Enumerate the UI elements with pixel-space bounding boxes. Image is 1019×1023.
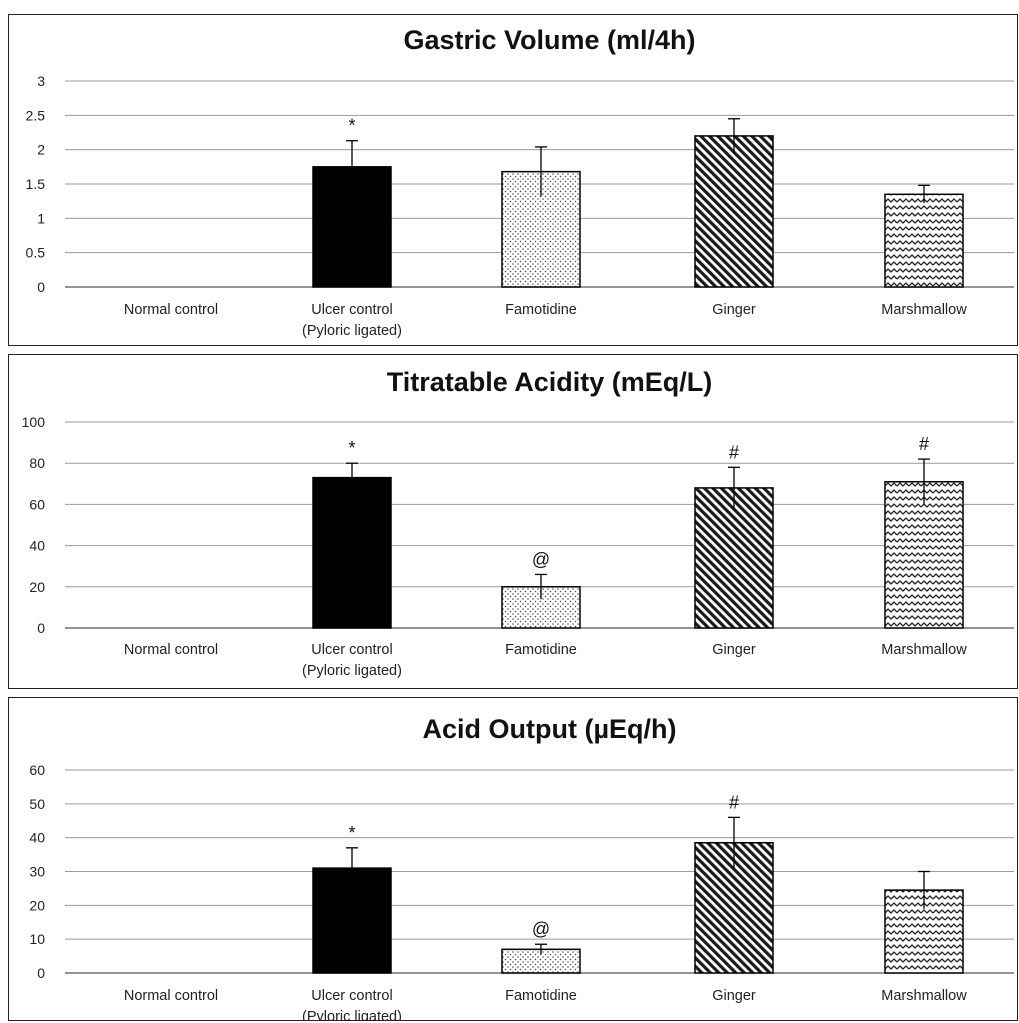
y-tick-label: 30 (29, 864, 45, 880)
error-bar (918, 184, 930, 204)
significance-label: * (348, 438, 355, 458)
significance-label: @ (532, 549, 550, 569)
significance-label: # (729, 792, 739, 812)
y-tick-label: 1 (37, 210, 45, 226)
category-label: Normal control (124, 988, 218, 1004)
y-tick-label: 1.5 (26, 176, 46, 192)
category-label: (Pyloric ligated) (302, 323, 402, 339)
category-label: Normal control (124, 642, 218, 658)
significance-label: @ (532, 919, 550, 939)
significance-label: # (919, 434, 929, 454)
category-label: Marshmallow (881, 302, 967, 318)
y-tick-label: 100 (22, 414, 46, 430)
error-bar (346, 140, 358, 193)
y-tick-label: 50 (29, 796, 45, 812)
gastric-volume-chart: Gastric Volume (ml/4h) 0 0.5 1 1.5 2 2.5 3 Norma… (8, 14, 1018, 346)
y-tick-label: 0 (37, 965, 45, 981)
y-tick-label: 0 (37, 620, 45, 636)
error-bar (346, 462, 358, 493)
chart-title: Acid Output (µEq/h) (422, 714, 676, 744)
bar (884, 193, 964, 288)
chart-title: Titratable Acidity (mEq/L) (387, 367, 713, 397)
bar (694, 487, 774, 629)
significance-label: # (729, 442, 739, 462)
error-bar (918, 870, 930, 909)
bar (312, 476, 392, 629)
y-tick-label: 2 (37, 142, 45, 158)
y-tick-label: 40 (29, 830, 45, 846)
category-label: Normal control (124, 302, 218, 318)
y-tick-label: 0.5 (26, 245, 46, 261)
chart-svg: Titratable Acidity (mEq/L) 0 20 40 60 80 100 No… (22, 367, 1014, 679)
category-label: (Pyloric ligated) (302, 1009, 402, 1020)
category-label: Ulcer control (311, 302, 392, 318)
significance-label: * (348, 823, 355, 843)
y-tick-label: 2.5 (26, 107, 46, 123)
y-tick-label: 20 (29, 579, 45, 595)
y-tick-label: 20 (29, 897, 45, 913)
category-label: Marshmallow (881, 988, 967, 1004)
category-label: Famotidine (505, 642, 577, 658)
error-bar (728, 816, 740, 869)
category-label: Marshmallow (881, 642, 967, 658)
error-bar (728, 118, 740, 154)
error-bar (535, 573, 547, 600)
y-tick-label: 60 (29, 762, 45, 778)
y-tick-label: 80 (29, 455, 45, 471)
error-bar (918, 458, 930, 505)
category-label: Ginger (712, 642, 756, 658)
error-bar (535, 146, 547, 197)
error-bar (535, 943, 547, 955)
titratable-acidity-chart: Titratable Acidity (mEq/L) 0 20 40 60 80 100 No… (8, 354, 1018, 689)
category-label: Ginger (712, 302, 756, 318)
bar (694, 135, 774, 288)
y-tick-label: 60 (29, 496, 45, 512)
y-tick-label: 40 (29, 538, 45, 554)
category-label: Ulcer control (311, 988, 392, 1004)
error-bar (728, 466, 740, 509)
significance-label: * (348, 116, 355, 136)
acid-output-chart: Acid Output (µEq/h) 0 10 20 30 40 50 60 Normal c… (8, 697, 1018, 1021)
category-label: Famotidine (505, 302, 577, 318)
category-label: Ginger (712, 988, 756, 1004)
chart-title: Gastric Volume (ml/4h) (403, 25, 695, 55)
y-tick-label: 0 (37, 279, 45, 295)
category-label: (Pyloric ligated) (302, 663, 402, 679)
category-label: Ulcer control (311, 642, 392, 658)
chart-svg: Gastric Volume (ml/4h) 0 0.5 1 1.5 2 2.5 3 Norma… (26, 25, 1014, 339)
chart-svg: Acid Output (µEq/h) 0 10 20 30 40 50 60 Normal c… (29, 714, 1014, 1020)
category-label: Famotidine (505, 988, 577, 1004)
error-bar (346, 847, 358, 889)
y-tick-label: 3 (37, 73, 45, 89)
y-tick-label: 10 (29, 931, 45, 947)
